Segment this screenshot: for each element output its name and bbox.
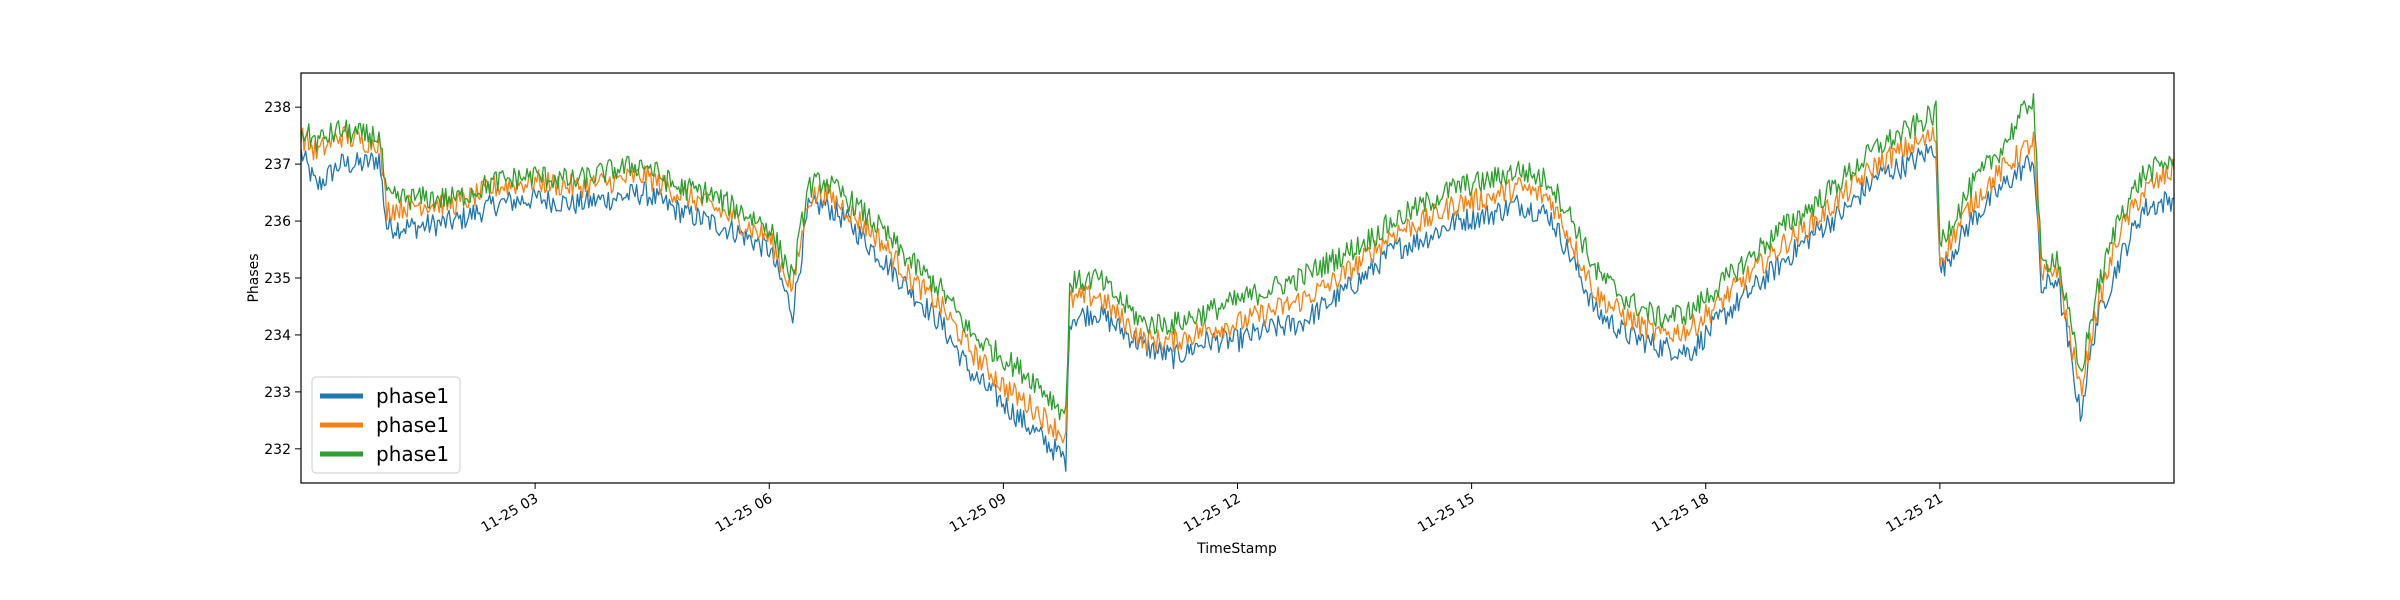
y-tick-label: 238 bbox=[264, 100, 291, 116]
y-axis: 232 233 234 235 236 237 238 bbox=[264, 100, 301, 458]
x-tick-label: 11-25 03 bbox=[479, 491, 542, 536]
x-axis-label: TimeStamp bbox=[1196, 541, 1277, 557]
legend-label: phase1 bbox=[376, 384, 449, 408]
plot-area-background bbox=[301, 73, 2174, 483]
y-tick-label: 235 bbox=[264, 271, 291, 287]
legend-box bbox=[311, 376, 461, 474]
series-line-2 bbox=[300, 126, 2175, 444]
x-tick-label: 11-25 06 bbox=[713, 491, 776, 536]
x-tick-label: 11-25 21 bbox=[1883, 491, 1946, 536]
x-tick-label: 11-25 15 bbox=[1415, 491, 1478, 536]
x-tick-label: 11-25 12 bbox=[1181, 491, 1244, 536]
y-tick-label: 233 bbox=[264, 385, 291, 401]
legend-label: phase1 bbox=[376, 442, 449, 466]
x-tick-label: 11-25 09 bbox=[947, 491, 1010, 536]
series-layer bbox=[300, 93, 2175, 472]
series-line-3 bbox=[300, 93, 2175, 421]
x-tick-label: 11-25 18 bbox=[1649, 491, 1712, 536]
x-axis: 11-25 03 11-25 06 11-25 09 11-25 12 11-25 15… bbox=[479, 483, 1946, 536]
legend: phase1 phase1 phase1 bbox=[311, 376, 461, 474]
legend-label: phase1 bbox=[376, 413, 449, 437]
y-tick-label: 232 bbox=[264, 442, 291, 458]
y-tick-label: 234 bbox=[264, 328, 291, 344]
y-tick-label: 237 bbox=[264, 157, 291, 173]
y-axis-label: Phases bbox=[246, 253, 262, 302]
y-tick-label: 236 bbox=[264, 214, 291, 230]
series-line-1 bbox=[300, 143, 2175, 472]
